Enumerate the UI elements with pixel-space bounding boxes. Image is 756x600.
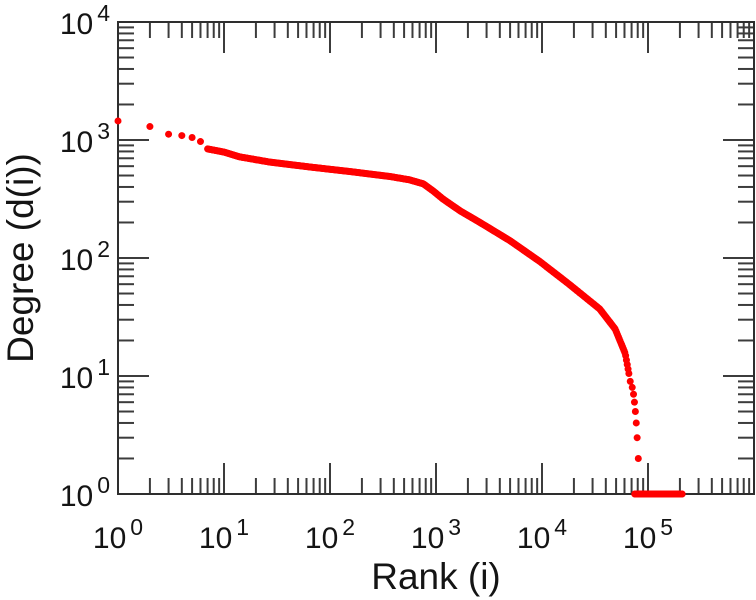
data-point [628,383,636,391]
x-tick-label: 10 3 [411,514,461,555]
x-tick-label: 10 4 [517,514,567,555]
data-point [632,419,640,427]
y-tick-label: 10 1 [60,354,110,395]
data-point [630,398,638,406]
y-tick-label: 10 2 [60,236,110,277]
data-point [165,130,173,138]
x-tick-label: 10 5 [623,514,673,555]
data-point [631,408,639,416]
x-axis-title: Rank (i) [371,556,501,597]
plot-layer: 10 0 10 1 10 2 10 3 10 4 10 5 10 0 10 1 10 2 10 3 10 4 [60,0,755,555]
data-point [188,133,196,141]
data-series [114,117,686,498]
data-point [626,377,634,385]
x-tick-label: 10 1 [199,514,249,555]
data-point [178,132,186,140]
y-tick-label: 10 4 [60,0,110,41]
data-point [625,369,633,377]
data-point [630,390,638,398]
x-tick-label: 10 2 [305,514,355,555]
data-point [146,123,154,131]
y-tick-label: 10 3 [60,118,110,159]
data-point [114,117,122,125]
axis-ticks [117,21,755,495]
x-tick-labels: 10 0 10 1 10 2 10 3 10 4 10 5 [93,514,673,555]
plot-frame [117,21,755,495]
data-point [634,454,642,462]
y-axis-title: Degree (d(i)) [0,153,41,363]
x-tick-label: 10 0 [93,514,143,555]
data-point [196,138,204,146]
y-tick-label: 10 0 [60,472,110,513]
data-point [633,434,641,442]
data-point [678,490,686,498]
